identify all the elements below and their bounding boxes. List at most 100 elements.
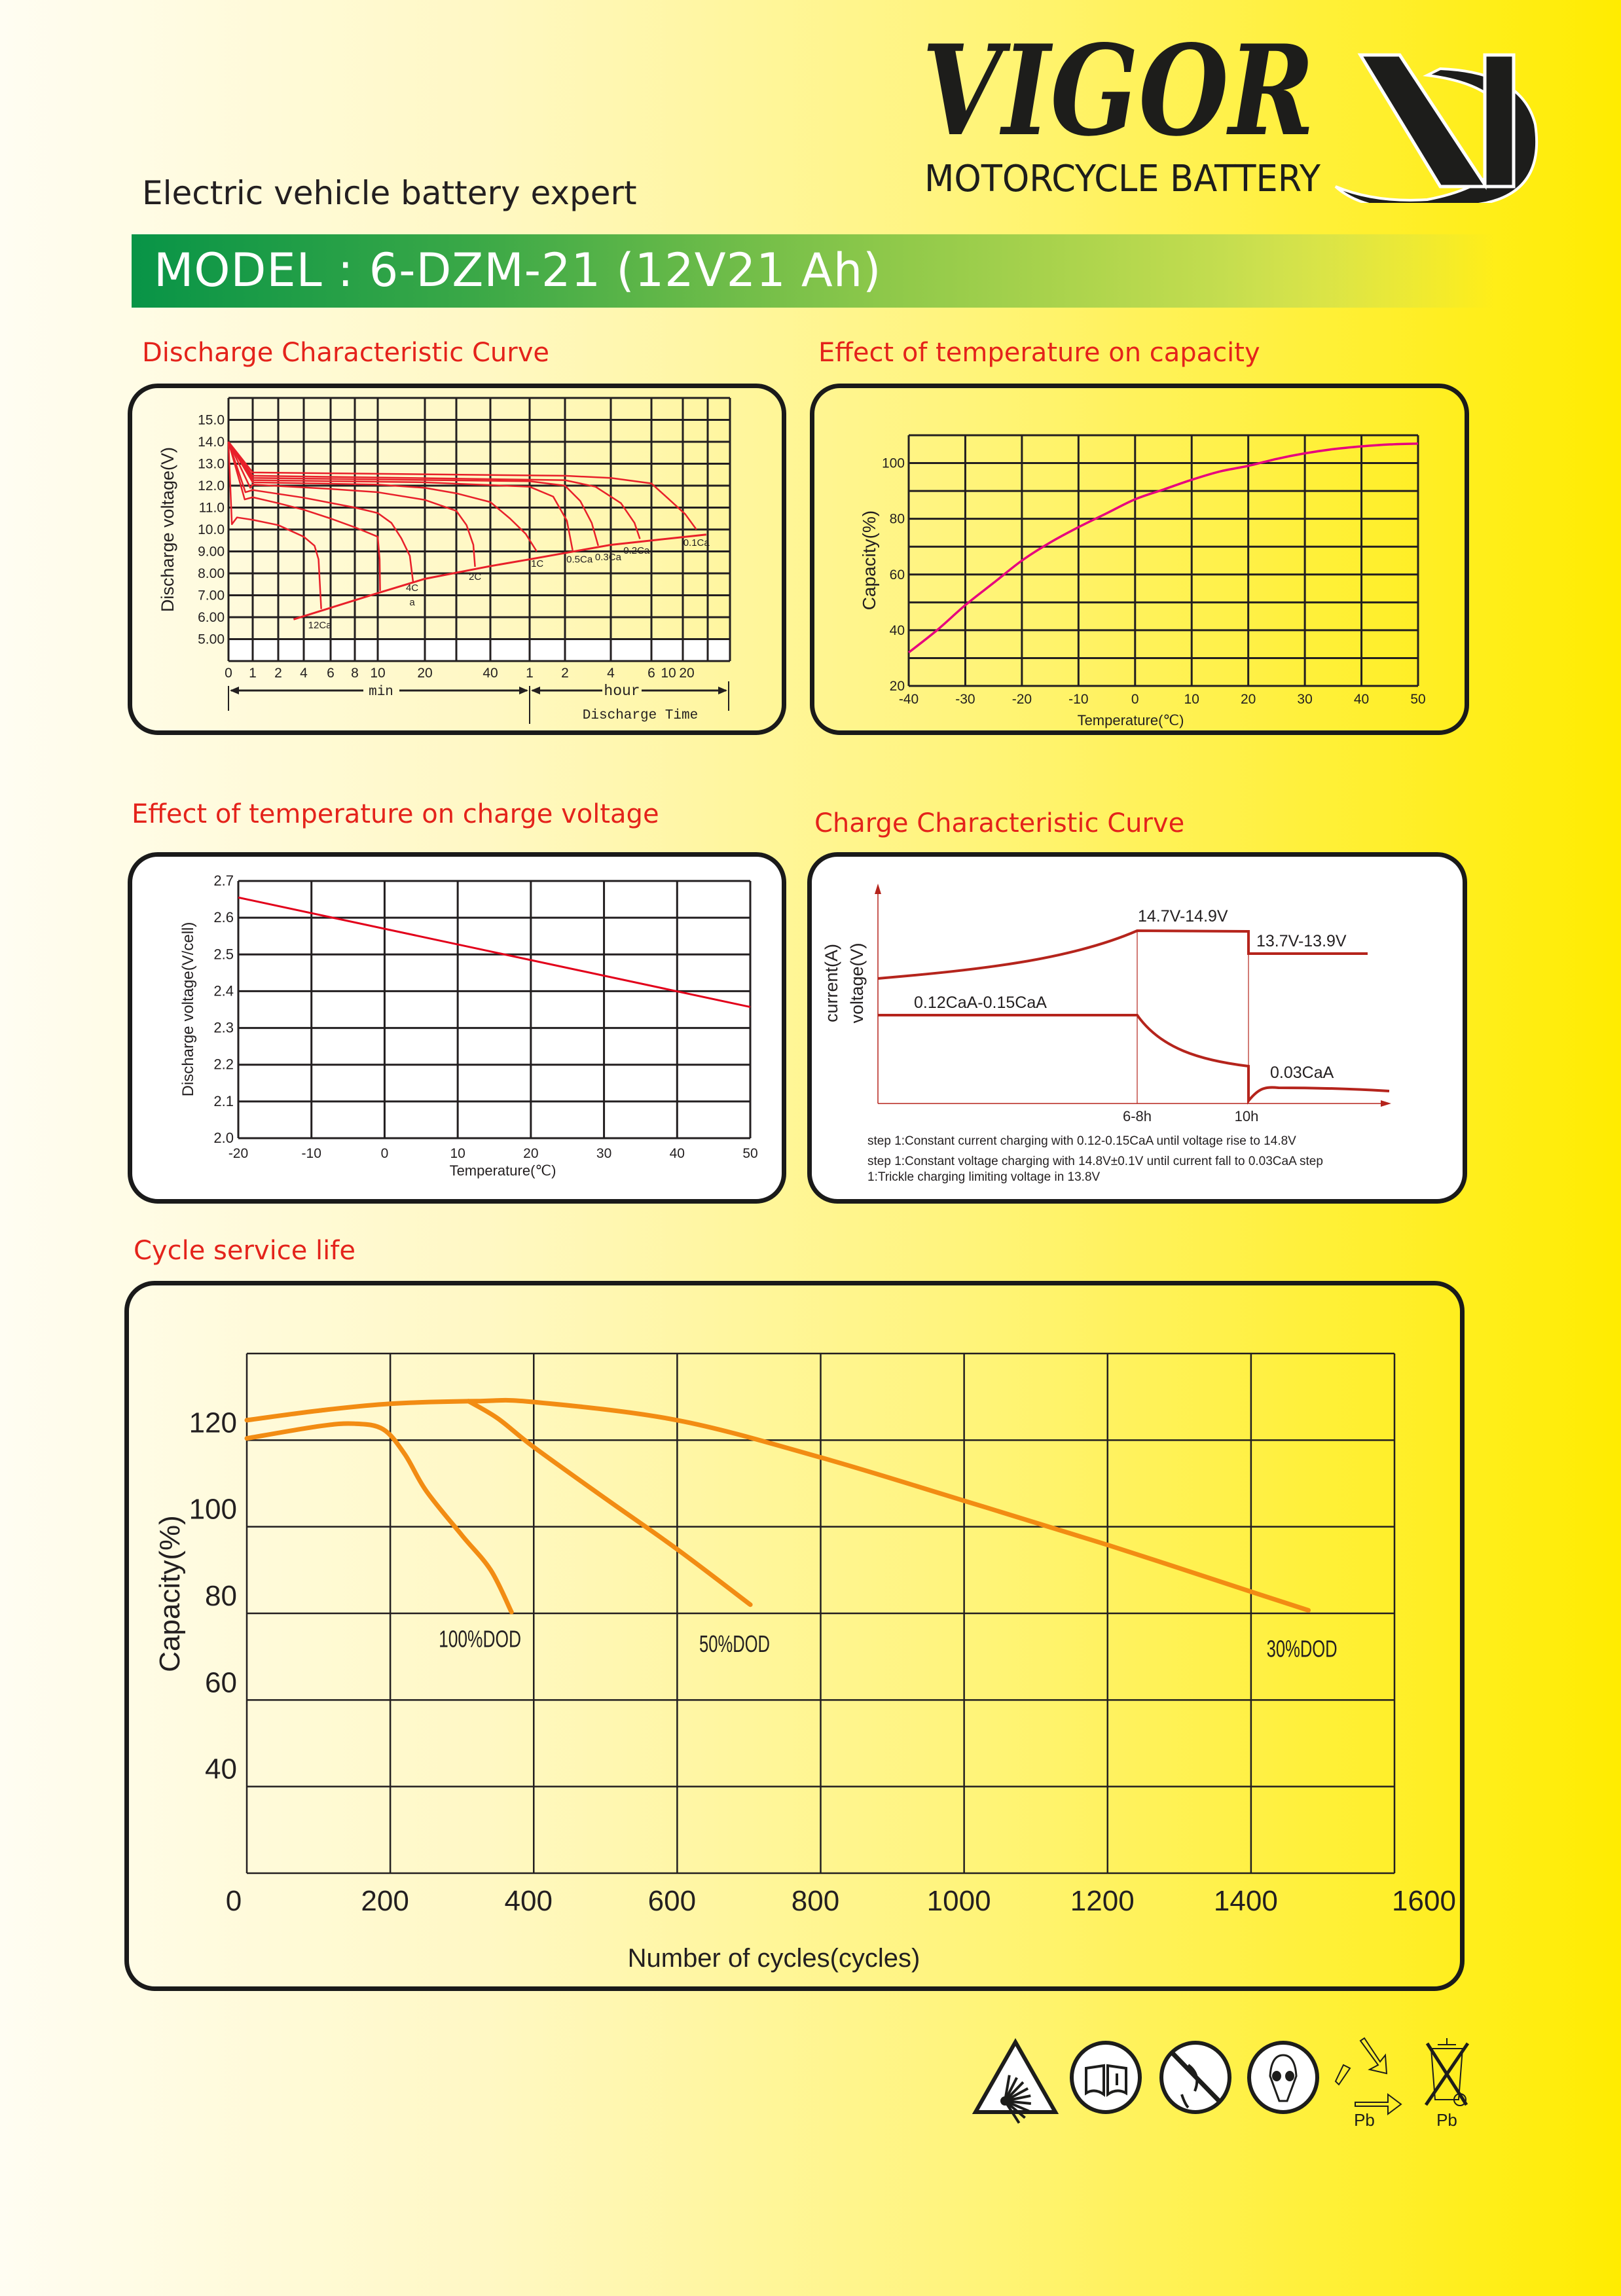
dod-label: 50%DOD	[699, 1630, 770, 1657]
voltage-curve	[877, 929, 1368, 980]
x-tick-label: 50	[1410, 692, 1425, 707]
head	[1269, 2054, 1298, 2102]
y-tick-label: 12.0	[198, 478, 225, 493]
x-tick-label: 1600	[1392, 1885, 1456, 1917]
y-tick-label: 80	[890, 512, 905, 527]
discharge-chart-panel: 15.0 14.0 13.0 12.0 11.0 10.0 9.00 8.00 7.00 6.00…	[128, 384, 786, 735]
capacity-curve	[907, 442, 1419, 654]
min-label: min	[369, 685, 393, 700]
y-tick-label: 120	[189, 1407, 237, 1439]
y-axis-title: Discharge voltage(V)	[158, 447, 177, 612]
x-tick-label: -30	[955, 692, 975, 707]
discharge-curve-0.1Ca	[228, 441, 697, 530]
eye-protection-icon	[1247, 2041, 1319, 2114]
y-axis-title-current: current(A)	[822, 944, 841, 1022]
charging-step-note: 1:Trickle charging limiting voltage in 1…	[867, 1170, 1101, 1184]
x-tick-label: 2	[561, 666, 569, 681]
temp-voltage-chart: -20 -10 0 10 20 30 40 50 2.0 2.1 2.2 2.3 2.4 2.5 2.6 2.…	[179, 872, 758, 1179]
cycle-life-chart-panel: 0 200 400 600 800 1000 1200 1400 1600 120 100 80 60 4…	[124, 1281, 1465, 1991]
y-tick-label: 80	[205, 1580, 237, 1612]
x-tick-label: 4	[607, 666, 615, 681]
y-tick-label: 2.7	[213, 872, 234, 889]
hour-label: hour	[604, 683, 640, 700]
end-voltage-line	[293, 533, 707, 620]
y-tick-label: 100	[189, 1494, 237, 1526]
plot-lower-band	[228, 639, 730, 661]
temp-capacity-chart-panel: -40 -30 -20 -10 0 10 20 30 40 50 20 40 60 80 100 Capaci…	[810, 384, 1469, 735]
cycle-curve-100%DOD	[244, 1421, 514, 1615]
x-tick-label: 10	[661, 666, 676, 681]
x-tick-label: 200	[361, 1885, 409, 1917]
discharge-curve-4C	[227, 441, 414, 583]
x-tick-label: 20	[417, 666, 432, 681]
y-tick-label: 60	[890, 567, 905, 583]
curve-label: 0.5Ca	[566, 554, 593, 565]
y-tick-label: 60	[205, 1666, 237, 1698]
y-tick-label: 2.3	[213, 1020, 234, 1036]
x-tick-label: 6	[647, 666, 655, 681]
curve-label: 12Ca	[308, 620, 333, 631]
x-tick-label: 0	[226, 1885, 242, 1917]
y-tick-label: 7.00	[198, 588, 225, 603]
y-tick-label: 11.0	[199, 501, 225, 516]
x-tick-label: 4	[300, 666, 308, 681]
y-tick-label: 10.0	[198, 522, 225, 537]
goggle-lens	[1285, 2071, 1294, 2081]
discharge-curve-0.2Ca	[227, 441, 641, 539]
x-tick-label: 800	[792, 1885, 839, 1917]
y-tick-label: 40	[205, 1753, 237, 1785]
logo-wordmark: VIGOR	[922, 26, 1315, 164]
prohibit-slash	[1170, 2051, 1222, 2104]
y-tick-label: 2.2	[213, 1056, 234, 1073]
discharge-curve-8C	[227, 441, 381, 591]
y-tick-label: 20	[890, 679, 905, 694]
float-voltage-label: 13.7V-13.9V	[1256, 932, 1347, 950]
cycle-life-chart: 0 200 400 600 800 1000 1200 1400 1600 120 100 80 60 4…	[154, 1352, 1456, 1973]
y-axis-arrow-icon	[875, 884, 881, 894]
model-banner: MODEL : 6-DZM-21 (12V21 Ah)	[132, 234, 1494, 308]
y-tick-label: 40	[890, 623, 905, 638]
x-tick-label: 0	[1131, 692, 1139, 707]
x-tick-label: 0	[381, 1146, 389, 1161]
y-tick-label: 2.0	[213, 1130, 234, 1146]
x-tick-label: 10	[450, 1146, 465, 1161]
x-tick-label: 40	[483, 666, 498, 681]
y-tick-label: 2.4	[213, 982, 234, 999]
curve-label: 2C	[469, 571, 481, 583]
x-axis-title: Discharge Time	[583, 708, 698, 723]
tagline: Electric vehicle battery expert	[142, 174, 637, 212]
x-tick-label: 40	[1354, 692, 1369, 707]
discharge-curve-0.3Ca	[227, 441, 599, 547]
read-manual-icon	[1070, 2041, 1142, 2114]
charge-title: Charge Characteristic Curve	[814, 808, 1185, 838]
recycle-pb-label: Pb	[1354, 2110, 1375, 2130]
vp-mark-icon	[1334, 53, 1539, 211]
curve-label: 4C	[406, 583, 418, 594]
curve-label: 0.1Ca	[683, 537, 710, 548]
y-tick-label: 13.0	[198, 457, 225, 472]
y-axis-title: Capacity(%)	[859, 511, 879, 610]
cycle-curve-30%DOD	[244, 1397, 1311, 1613]
curve-label: 0.3Ca	[595, 552, 622, 563]
no-smoking-icon	[1159, 2041, 1231, 2114]
y-tick-label: 100	[882, 456, 905, 471]
y-axis-title: Discharge voltage(V/cell)	[179, 922, 197, 1097]
x-tick-label: 20	[523, 1146, 538, 1161]
x-tick-label: 20	[1241, 692, 1256, 707]
discharge-title: Discharge Characteristic Curve	[142, 338, 550, 368]
y-tick-label: 2.5	[213, 946, 234, 962]
warning-triangle	[972, 2037, 1059, 2114]
x-tick-label: -10	[302, 1146, 321, 1161]
charge-chart: 14.7V-14.9V 13.7V-13.9V 0.12CaA-0.15CaA 0.0…	[822, 884, 1391, 1184]
recycle-icon: Pb	[1334, 2037, 1402, 2130]
charging-step-note: step 1:Constant current charging with 0.…	[867, 1134, 1296, 1148]
safety-icons: Pb Pb	[969, 2029, 1493, 2134]
x-tick-label: 1	[249, 666, 257, 681]
brand-logo: VIGOR MOTORCYCLE BATTERY	[917, 18, 1545, 211]
x-axis-title: Number of cycles(cycles)	[628, 1944, 920, 1973]
burst-core	[1000, 2096, 1010, 2106]
book	[1085, 2064, 1127, 2097]
charge-voltage-line	[238, 896, 751, 1009]
y-axis-title-voltage: voltage(V)	[847, 942, 867, 1023]
x-tick-label: 8	[351, 666, 359, 681]
